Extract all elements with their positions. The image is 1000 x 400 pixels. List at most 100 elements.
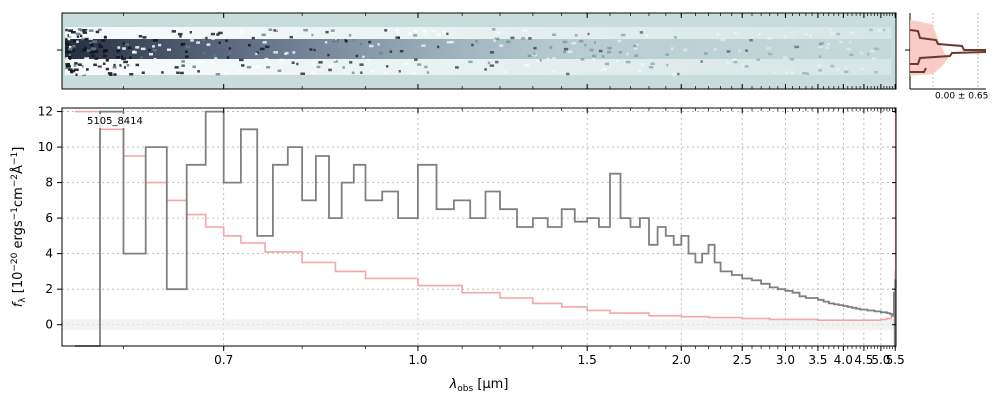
noise-pixel [602, 68, 607, 71]
noise-pixel [383, 70, 388, 74]
noise-pixel [524, 64, 530, 67]
noise-pixel [266, 66, 271, 69]
noise-pixel [528, 37, 532, 40]
noise-pixel [617, 39, 622, 43]
noise-pixel [73, 39, 77, 43]
noise-pixel [407, 32, 413, 35]
noise-pixel [264, 57, 269, 61]
profile-fill [910, 20, 948, 76]
noise-pixel [421, 44, 426, 47]
noise-pixel [446, 41, 452, 44]
noise-pixel [435, 34, 439, 37]
noise-pixel [806, 72, 809, 76]
noise-pixel [185, 45, 191, 49]
noise-pixel [334, 38, 338, 41]
noise-pixel [97, 67, 102, 70]
noise-pixel [794, 45, 800, 49]
noise-pixel [726, 61, 731, 64]
noise-pixel [328, 68, 332, 72]
noise-pixel [79, 29, 84, 32]
profile-label: 0.00 ± 0.65 [935, 92, 988, 102]
noise-pixel [167, 48, 171, 51]
noise-pixel [843, 70, 849, 74]
noise-pixel [836, 32, 840, 36]
noise-pixel [153, 39, 158, 42]
noise-pixel [510, 36, 515, 40]
noise-pixel [65, 36, 68, 40]
noise-pixel [552, 70, 556, 73]
noise-pixel [607, 46, 612, 50]
noise-pixel [883, 28, 886, 32]
noise-pixel [574, 34, 578, 37]
noise-pixel [95, 30, 100, 34]
noise-pixel [273, 29, 278, 32]
noise-pixel [352, 39, 355, 42]
noise-pixel [650, 62, 655, 65]
noise-pixel [199, 60, 204, 63]
noise-pixel [533, 46, 537, 50]
noise-pixel [225, 39, 228, 42]
noise-pixel [104, 36, 107, 39]
noise-pixel [273, 51, 278, 54]
noise-pixel [93, 63, 97, 67]
noise-pixel [292, 51, 296, 54]
noise-pixel [809, 34, 812, 38]
noise-pixel [65, 34, 68, 37]
noise-pixel [277, 69, 282, 72]
noise-pixel [845, 67, 848, 70]
noise-pixel [140, 47, 146, 51]
noise-pixel [253, 65, 259, 69]
noise-pixel [332, 40, 335, 43]
noise-pixel [72, 49, 75, 52]
noise-pixel [87, 49, 92, 52]
noise-pixel [328, 64, 333, 68]
noise-pixel [141, 71, 145, 74]
noise-pixel [102, 50, 105, 54]
noise-pixel [413, 34, 418, 37]
noise-pixel [726, 50, 731, 53]
noise-pixel [224, 72, 228, 75]
noise-pixel [566, 72, 570, 76]
axis-ticks [57, 108, 896, 351]
noise-pixel [635, 43, 639, 47]
noise-pixel [449, 40, 454, 44]
noise-pixel [262, 41, 267, 44]
noise-pixel [76, 40, 79, 43]
noise-pixel [348, 34, 352, 37]
noise-pixel [734, 31, 737, 35]
noise-pixel [149, 53, 153, 56]
noise-pixel [489, 64, 494, 67]
noise-pixel [129, 56, 132, 59]
noise-pixel [65, 39, 69, 42]
noise-pixel [68, 53, 71, 56]
noise-pixel [103, 54, 107, 58]
noise-pixel [65, 57, 68, 60]
noise-pixel [202, 38, 206, 41]
x-tick-labels: 0.7 1.0 1.5 2.0 2.5 3.0 3.5 4.0 4.55.05.5 [214, 353, 905, 367]
noise-pixel [359, 63, 364, 66]
noise-pixel [67, 37, 71, 41]
noise-pixel [112, 66, 117, 69]
noise-pixel [344, 39, 347, 42]
noise-pixel [98, 45, 104, 49]
noise-pixel [849, 53, 854, 56]
noise-pixel [217, 31, 223, 35]
noise-pixel [91, 47, 96, 50]
noise-pixel [77, 63, 82, 66]
noise-pixel [369, 44, 374, 48]
noise-pixel [205, 36, 208, 40]
noise-pixel [598, 49, 603, 53]
noise-pixel [633, 44, 637, 48]
x-tick-label: 3.0 [776, 353, 795, 367]
noise-pixel [84, 46, 87, 50]
noise-pixel [121, 57, 126, 61]
noise-pixel [179, 35, 182, 38]
noise-pixel [666, 63, 669, 67]
noise-pixel [849, 41, 852, 44]
noise-pixel [592, 54, 597, 58]
noise-pixel [644, 34, 648, 37]
noise-pixel [265, 45, 270, 49]
noise-pixel [86, 68, 89, 71]
noise-pixel [791, 30, 794, 34]
noise-pixel [228, 47, 232, 50]
